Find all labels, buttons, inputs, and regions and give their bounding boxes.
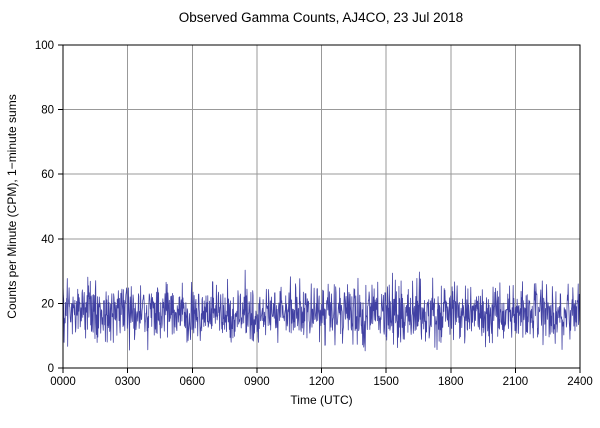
gridlines — [63, 45, 580, 368]
chart-title: Observed Gamma Counts, AJ4CO, 23 Jul 201… — [179, 10, 463, 25]
x-tick-label: 2100 — [503, 376, 529, 388]
x-tick-label: 2400 — [567, 376, 593, 388]
tick-labels: 0000 0300 0600 0900 1200 1500 1800 2100 2400 0 20 4… — [35, 40, 593, 388]
x-tick-label: 0900 — [244, 376, 270, 388]
x-tick-label: 0000 — [50, 376, 76, 388]
y-tick-label: 60 — [41, 169, 54, 181]
x-tick-label: 0300 — [115, 376, 141, 388]
y-tick-label: 100 — [35, 40, 54, 52]
x-tick-label: 1200 — [309, 376, 335, 388]
x-tick-label: 0600 — [179, 376, 205, 388]
gamma-counts-line — [62, 269, 581, 352]
y-axis-label: Counts per Minute (CPM), 1−minute sums — [5, 94, 19, 318]
y-tick-label: 80 — [41, 105, 54, 117]
data-series-line — [62, 269, 581, 352]
y-tick-label: 0 — [48, 363, 54, 375]
x-axis-label: Time (UTC) — [290, 393, 352, 407]
y-tick-label: 20 — [41, 298, 54, 310]
y-tick-label: 40 — [41, 234, 54, 246]
axis-ticks — [58, 44, 581, 373]
x-tick-label: 1800 — [438, 376, 464, 388]
x-tick-label: 1500 — [373, 376, 399, 388]
plot-border — [62, 44, 581, 369]
